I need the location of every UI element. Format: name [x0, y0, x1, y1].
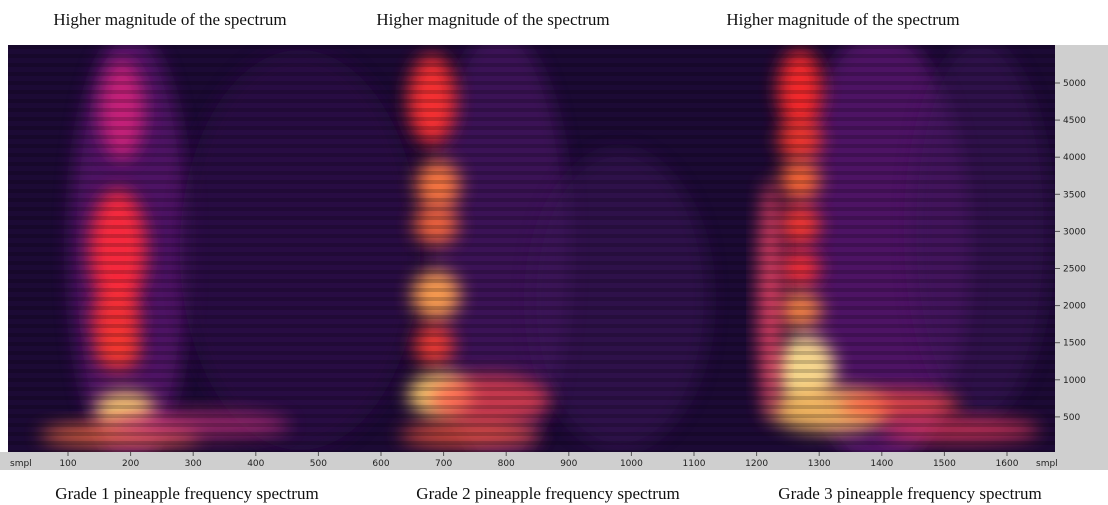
x-unit: smpl [10, 459, 32, 469]
x-tick-label: 600 [372, 459, 389, 469]
y-tick-label: 2500 [1063, 265, 1086, 275]
y-tick-label: 500 [1063, 413, 1080, 423]
y-tick-label: 2000 [1063, 302, 1086, 312]
x-tick-label: 900 [560, 459, 577, 469]
x-tick-label: 1500 [933, 459, 956, 469]
y-tick-label: 3500 [1063, 190, 1086, 200]
y-tick-label: 1500 [1063, 339, 1086, 349]
x-tick-label: 100 [59, 459, 76, 469]
x-tick-label: 200 [122, 459, 139, 469]
caption: Grade 2 pineapple frequency spectrum [416, 484, 679, 504]
caption: Grade 3 pineapple frequency spectrum [778, 484, 1041, 504]
y-tick-label: 4000 [1063, 153, 1086, 163]
x-tick-label: 1300 [808, 459, 831, 469]
x-tick-label: 300 [185, 459, 202, 469]
x-tick-label: 500 [310, 459, 327, 469]
figure: Higher magnitude of the spectrum Higher … [0, 0, 1108, 505]
caption: Grade 1 pineapple frequency spectrum [55, 484, 318, 504]
y-tick-label: 5000 [1063, 79, 1086, 89]
texture [8, 45, 1055, 452]
x-tick-label: 1000 [620, 459, 643, 469]
x-tick-label: 1200 [745, 459, 768, 469]
x-tick-label: 1600 [996, 459, 1019, 469]
y-tick-label: 3000 [1063, 227, 1086, 237]
x-unit: smpl [1036, 459, 1058, 469]
y-tick-label: 4500 [1063, 116, 1086, 126]
y-axis-panel [1055, 45, 1108, 470]
x-tick-label: 1400 [870, 459, 893, 469]
spectrogram: smpl smpl 100 200 300 400 500 600 700 800 900 100… [0, 0, 1108, 475]
y-tick-label: 1000 [1063, 376, 1086, 386]
x-tick-label: 700 [435, 459, 452, 469]
x-tick-label: 1100 [683, 459, 706, 469]
x-tick-label: 400 [247, 459, 264, 469]
x-tick-label: 800 [498, 459, 515, 469]
